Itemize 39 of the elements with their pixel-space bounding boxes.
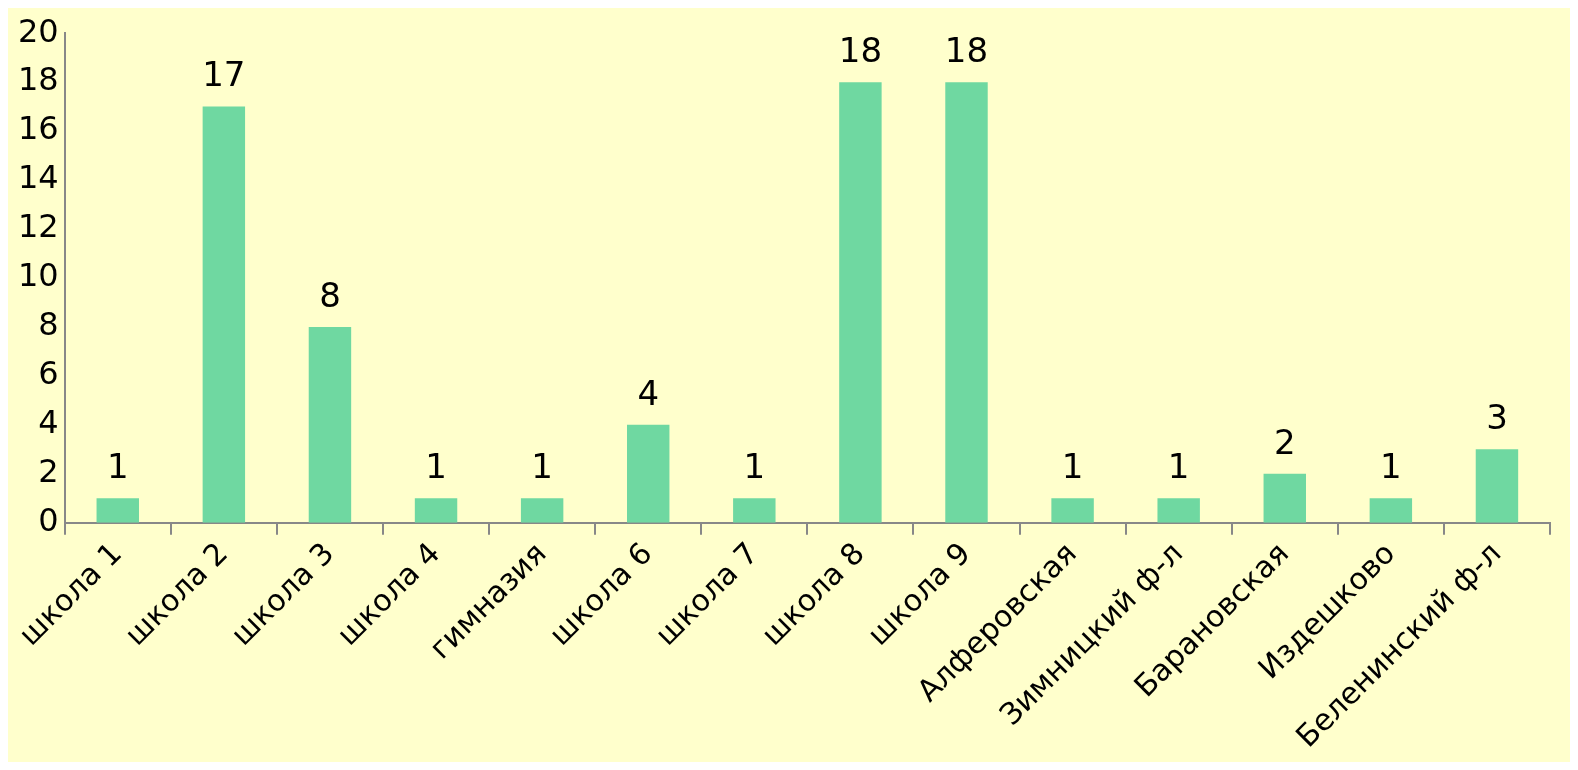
data-label: 3 bbox=[1486, 397, 1508, 438]
y-tick-label: 20 bbox=[18, 11, 59, 50]
data-label: 1 bbox=[1167, 446, 1190, 487]
data-label: 4 bbox=[637, 372, 660, 413]
bar bbox=[520, 498, 564, 523]
data-label: 1 bbox=[106, 446, 129, 487]
data-label: 1 bbox=[743, 446, 766, 487]
bar bbox=[1263, 473, 1306, 523]
data-label: 1 bbox=[425, 446, 447, 487]
y-tick-label: 6 bbox=[38, 354, 59, 393]
bar bbox=[414, 498, 458, 523]
bar bbox=[733, 498, 776, 523]
data-label: 1 bbox=[531, 446, 553, 487]
bar bbox=[627, 424, 670, 523]
bar bbox=[1157, 498, 1200, 523]
data-label: 17 bbox=[202, 54, 246, 95]
data-label: 2 bbox=[1273, 421, 1296, 462]
bar bbox=[308, 326, 352, 523]
y-tick-label: 18 bbox=[18, 60, 59, 99]
y-tick-label: 14 bbox=[18, 158, 59, 197]
bar bbox=[96, 498, 139, 523]
y-tick-label: 0 bbox=[38, 500, 59, 539]
bar bbox=[1369, 498, 1413, 523]
bar bbox=[1475, 449, 1519, 523]
bar bbox=[1051, 498, 1094, 523]
y-tick-label: 16 bbox=[18, 109, 59, 148]
y-tick-label: 8 bbox=[38, 305, 59, 344]
bar bbox=[202, 106, 246, 523]
data-label: 8 bbox=[319, 274, 341, 315]
data-label: 18 bbox=[944, 29, 989, 70]
y-tick-label: 4 bbox=[38, 403, 59, 442]
y-tick-label: 12 bbox=[18, 207, 59, 246]
data-label: 18 bbox=[838, 29, 883, 70]
y-tick-label: 2 bbox=[38, 452, 59, 491]
bar bbox=[839, 82, 882, 523]
data-label: 1 bbox=[1061, 446, 1084, 487]
data-label: 1 bbox=[1380, 446, 1402, 487]
y-tick-label: 10 bbox=[18, 256, 59, 295]
bar bbox=[945, 82, 988, 523]
